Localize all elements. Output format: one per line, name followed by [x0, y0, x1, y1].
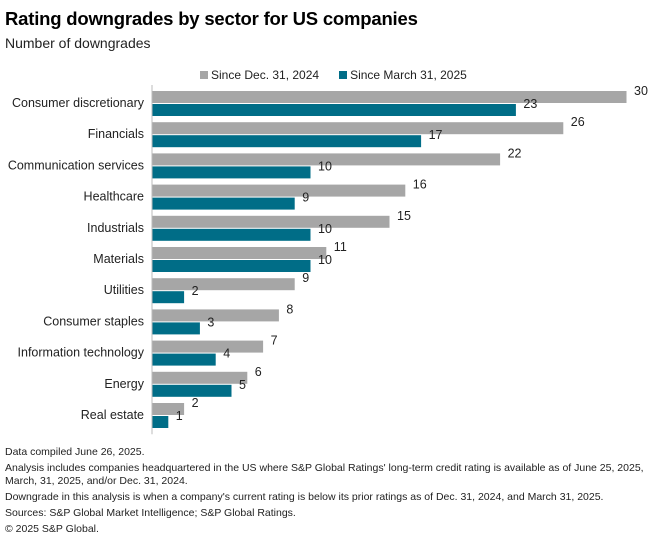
bar-dec-2024 [152, 153, 501, 166]
category-label: Consumer staples [43, 314, 144, 328]
data-label: 3 [207, 315, 214, 329]
bar-dec-2024 [152, 309, 279, 322]
bar-mar-2025 [152, 197, 295, 210]
category-label: Communication services [8, 158, 144, 172]
legend: Since Dec. 31, 2024 Since March 31, 2025 [200, 68, 467, 82]
data-label: 1 [176, 409, 183, 423]
data-label: 9 [302, 271, 309, 285]
bar-mar-2025 [152, 353, 216, 366]
category-label: Utilities [104, 283, 144, 297]
data-label: 2 [192, 396, 199, 410]
category-label: Healthcare [84, 190, 144, 204]
footnote-sources: Sources: S&P Global Market Intelligence;… [5, 507, 296, 519]
data-label: 10 [318, 253, 332, 267]
data-label: 10 [318, 159, 332, 173]
data-label: 15 [397, 209, 411, 223]
bar-dec-2024 [152, 247, 327, 259]
legend-label: Since March 31, 2025 [350, 68, 467, 82]
bar-chart: Consumer discretionary3023Financials2617… [8, 85, 648, 435]
data-label: 30 [634, 85, 648, 98]
data-label: 23 [523, 97, 537, 111]
data-label: 26 [571, 115, 585, 129]
data-label: 4 [223, 347, 230, 361]
bar-dec-2024 [152, 122, 564, 135]
category-label: Real estate [81, 408, 144, 422]
bar-mar-2025 [152, 166, 311, 179]
data-label: 22 [508, 146, 522, 160]
data-label: 6 [255, 365, 262, 379]
bar-mar-2025 [152, 322, 200, 335]
bar-dec-2024 [152, 403, 185, 415]
data-label: 16 [413, 178, 427, 192]
bar-mar-2025 [152, 416, 169, 428]
category-label: Industrials [87, 221, 144, 235]
bar-dec-2024 [152, 184, 406, 197]
bar-mar-2025 [152, 260, 311, 272]
bar-mar-2025 [152, 291, 185, 304]
footnote-copyright: © 2025 S&P Global. [5, 523, 99, 535]
bar-dec-2024 [152, 215, 390, 228]
data-label: 2 [192, 284, 199, 298]
data-label: 8 [286, 302, 293, 316]
footnote-compiled: Data compiled June 26, 2025. [5, 446, 145, 458]
bar-mar-2025 [152, 228, 311, 241]
data-label: 10 [318, 222, 332, 236]
chart-title: Rating downgrades by sector for US compa… [5, 8, 418, 29]
legend-swatch-gray [200, 71, 208, 79]
data-label: 5 [239, 378, 246, 392]
data-label: 9 [302, 191, 309, 205]
footnote-analysis: Analysis includes companies headquartere… [5, 462, 644, 487]
bar-mar-2025 [152, 135, 422, 148]
bar-dec-2024 [152, 278, 295, 291]
chart-subtitle: Number of downgrades [5, 35, 151, 51]
bar-mar-2025 [152, 104, 516, 116]
legend-swatch-teal [339, 71, 348, 79]
category-label: Financials [88, 127, 144, 141]
bar-dec-2024 [152, 91, 627, 103]
bar-dec-2024 [152, 371, 248, 384]
data-label: 17 [429, 128, 443, 142]
footnotes: Data compiled June 26, 2025. Analysis in… [5, 446, 655, 539]
data-label: 7 [271, 334, 278, 348]
legend-item-dec-2024: Since Dec. 31, 2024 [200, 68, 319, 82]
category-label: Energy [104, 377, 144, 391]
bar-mar-2025 [152, 384, 232, 397]
footnote-definition: Downgrade in this analysis is when a com… [5, 491, 604, 503]
category-label: Consumer discretionary [12, 96, 145, 110]
bar-dec-2024 [152, 340, 264, 353]
legend-label: Since Dec. 31, 2024 [211, 68, 320, 82]
category-label: Information technology [18, 346, 145, 360]
category-label: Materials [93, 252, 144, 266]
data-label: 11 [334, 240, 347, 254]
legend-item-mar-2025: Since March 31, 2025 [339, 68, 467, 82]
